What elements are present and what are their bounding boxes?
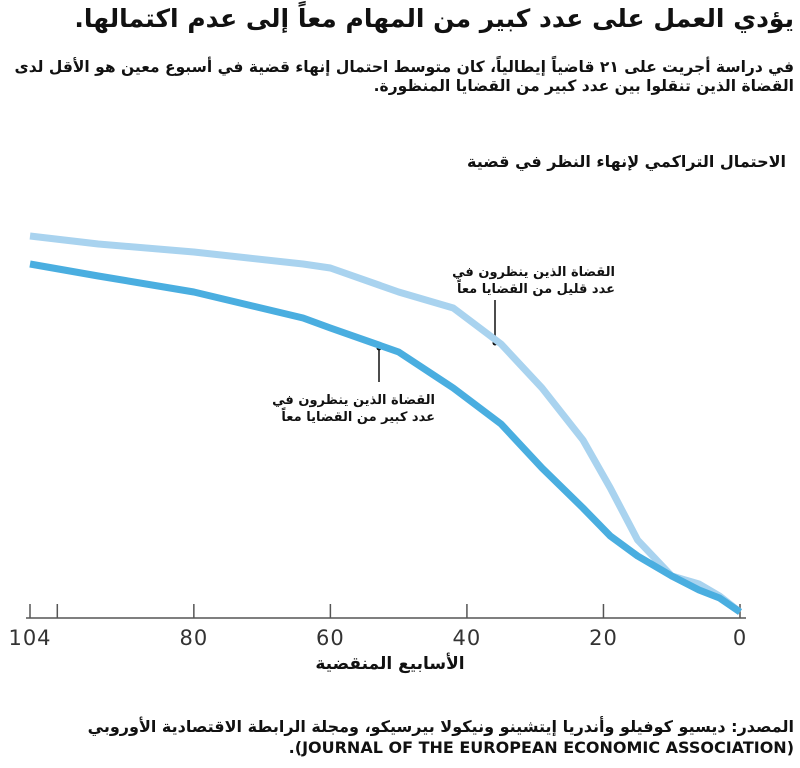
- chart-subtitle: في دراسة أجريت على ٢١ قاضياً إيطالياً، ك…: [14, 58, 794, 95]
- x-tick-label: 40: [453, 626, 482, 650]
- y-axis-label: الاحتمال التراكمي لإنهاء النظر في قضية: [467, 152, 786, 171]
- line: [29, 260, 742, 615]
- chart-title: يؤدي العمل على عدد كبير من المهام معاً إ…: [74, 4, 794, 33]
- x-tick-label: 104: [8, 626, 51, 650]
- x-tick-label: 60: [316, 626, 345, 650]
- x-tick-label: 0: [733, 626, 747, 650]
- x-axis-label: الأسابيع المنقضية: [315, 654, 465, 674]
- source: المصدر: ديسيو كوفيلو وأندريا إيتشينو وني…: [87, 717, 794, 757]
- x-tick-label: 80: [179, 626, 208, 650]
- x-tick-label: 20: [589, 626, 618, 650]
- annotation: القضاة الذين ينظرون في عدد كبير من القضا…: [272, 393, 435, 425]
- annotation: القضاة الذين ينظرون في عدد قليل من القضا…: [452, 265, 615, 297]
